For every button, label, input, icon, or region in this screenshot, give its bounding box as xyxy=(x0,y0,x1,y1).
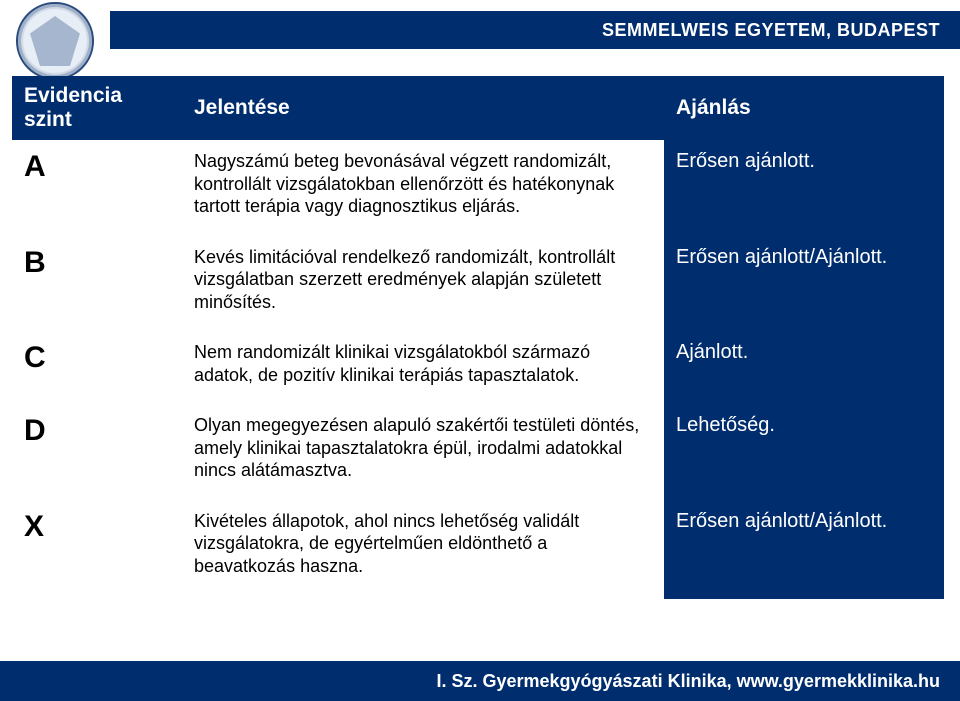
cell-recommendation: Lehetőség. xyxy=(664,408,944,504)
cell-meaning: Olyan megegyezésen alapuló szakértői tes… xyxy=(182,408,664,504)
cell-level: A xyxy=(12,140,182,240)
cell-recommendation: Erősen ajánlott. xyxy=(664,140,944,240)
cell-level: D xyxy=(12,408,182,504)
table-row: A Nagyszámú beteg bevonásával végzett ra… xyxy=(12,140,944,240)
cell-recommendation: Erősen ajánlott/Ajánlott. xyxy=(664,240,944,336)
table-row: B Kevés limitációval rendelkező randomiz… xyxy=(12,240,944,336)
cell-meaning: Nagyszámú beteg bevonásával végzett rand… xyxy=(182,140,664,240)
university-seal-icon xyxy=(16,2,94,80)
cell-meaning: Kevés limitációval rendelkező randomizál… xyxy=(182,240,664,336)
table-row: D Olyan megegyezésen alapuló szakértői t… xyxy=(12,408,944,504)
brand-bottom-text: I. Sz. Gyermekgyógyászati Klinika, www.g… xyxy=(436,671,940,692)
cell-level: B xyxy=(12,240,182,336)
slide: SEMMELWEIS EGYETEM, BUDAPEST Evidencia s… xyxy=(0,0,960,701)
table-row: X Kivételes állapotok, ahol nincs lehető… xyxy=(12,504,944,600)
cell-level: C xyxy=(12,335,182,408)
cell-recommendation: Erősen ajánlott/Ajánlott. xyxy=(664,504,944,600)
header-meaning: Jelentése xyxy=(182,76,664,140)
cell-meaning: Kivételes állapotok, ahol nincs lehetősé… xyxy=(182,504,664,600)
brand-top-text: SEMMELWEIS EGYETEM, BUDAPEST xyxy=(602,20,940,41)
header-recommendation: Ajánlás xyxy=(664,76,944,140)
bottom-bar: I. Sz. Gyermekgyógyászati Klinika, www.g… xyxy=(0,661,960,701)
brand-stripe: SEMMELWEIS EGYETEM, BUDAPEST xyxy=(110,11,960,49)
cell-recommendation: Ajánlott. xyxy=(664,335,944,408)
table-row: C Nem randomizált klinikai vizsgálatokbó… xyxy=(12,335,944,408)
cell-level: X xyxy=(12,504,182,600)
logo-area xyxy=(0,0,110,54)
table: Evidencia szint Jelentése Ajánlás A Nagy… xyxy=(12,76,944,599)
header-level: Evidencia szint xyxy=(12,76,182,140)
cell-meaning: Nem randomizált klinikai vizsgálatokból … xyxy=(182,335,664,408)
evidence-table: Evidencia szint Jelentése Ajánlás A Nagy… xyxy=(12,76,944,599)
top-bar: SEMMELWEIS EGYETEM, BUDAPEST xyxy=(0,0,960,54)
